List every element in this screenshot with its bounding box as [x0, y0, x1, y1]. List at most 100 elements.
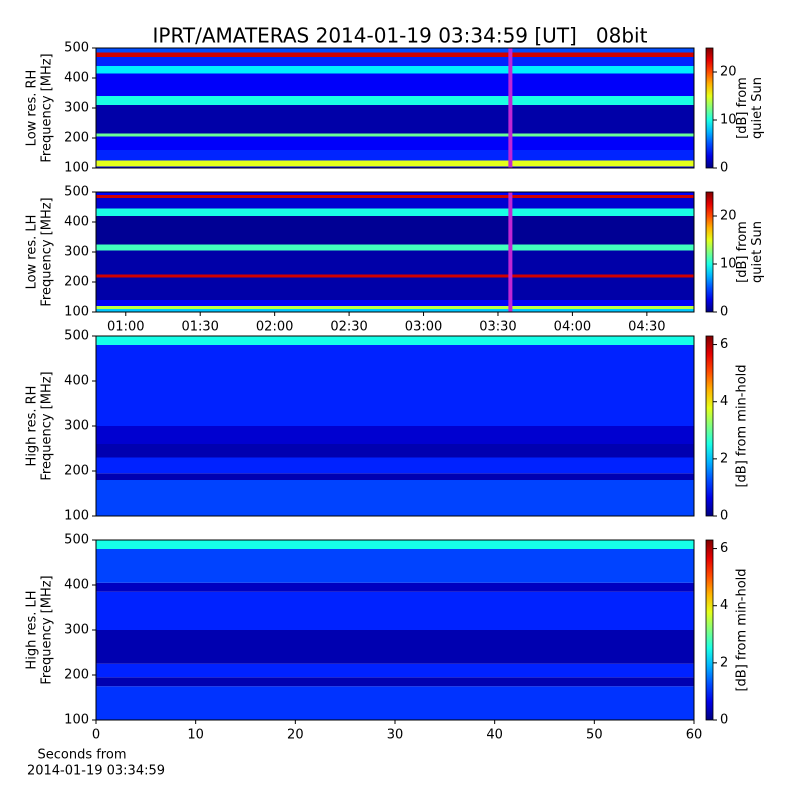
y-axis-label: Frequency [MHz] [40, 53, 55, 162]
y-tick-label: 500 [64, 185, 89, 200]
x-tick-label: 30 [387, 728, 404, 743]
x-tick-label: 10 [187, 728, 204, 743]
heatmap-band [96, 591, 694, 630]
heatmap-band [96, 192, 694, 195]
heatmap-band [96, 150, 694, 161]
heatmap-band [96, 549, 694, 583]
x-tick-label: 20 [287, 728, 304, 743]
colorbar-tick-label: 10 [720, 113, 737, 128]
colorbar-tick-label: 2 [720, 451, 728, 466]
colorbar-label: [dB] from min-hold [735, 568, 750, 691]
heatmap-band [96, 160, 694, 167]
heatmap-band [96, 540, 694, 549]
heatmap-band [96, 300, 694, 306]
heatmap-band [96, 630, 694, 664]
heatmap-band [96, 336, 694, 345]
colorbar-label: [dB] from min-hold [735, 364, 750, 487]
y-tick-label: 100 [64, 305, 89, 320]
time-marker [508, 48, 513, 168]
x-tick-label: 0 [92, 728, 100, 743]
colorbar [705, 335, 714, 517]
heatmap-band [96, 96, 694, 105]
heatmap-band [96, 473, 694, 480]
time-marker [508, 192, 513, 312]
heatmap-band [96, 133, 694, 137]
heatmap-band [96, 66, 694, 74]
colorbar-tick-label: 0 [720, 305, 728, 320]
heatmap-band [96, 166, 694, 168]
colorbar-label: quiet Sun [750, 221, 765, 283]
colorbar-tick-label: 4 [720, 598, 728, 613]
y-tick-label: 300 [64, 623, 89, 638]
heatmap-band [96, 426, 694, 444]
heatmap-band [96, 480, 694, 516]
y-tick-label: 300 [64, 101, 89, 116]
heatmap-band [96, 306, 694, 309]
heatmap-band [96, 105, 694, 134]
colorbar-tick-label: 6 [720, 337, 728, 352]
heatmap-band [96, 274, 694, 278]
x-axis-label: Seconds from [37, 748, 126, 763]
y-tick-label: 200 [64, 464, 89, 479]
heatmap-band [96, 57, 694, 66]
x-tick-label: 02:30 [330, 320, 367, 335]
heatmap-band [96, 444, 694, 458]
x-tick-label: 40 [486, 728, 503, 743]
colorbar-tick-label: 2 [720, 655, 728, 670]
x-tick-label: 03:00 [405, 320, 442, 335]
x-tick-label: 02:00 [256, 320, 293, 335]
colorbar-tick-label: 10 [720, 257, 737, 272]
heatmap-band [96, 663, 694, 678]
heatmap-band [96, 582, 694, 592]
heatmap-band [96, 195, 694, 198]
y-axis-label: Frequency [MHz] [40, 575, 55, 684]
y-tick-label: 400 [64, 71, 89, 86]
colorbar [705, 47, 714, 169]
y-tick-label: 100 [64, 161, 89, 176]
y-tick-label: 500 [64, 329, 89, 344]
y-tick-label: 200 [64, 131, 89, 146]
colorbar-label: [dB] from [735, 77, 750, 139]
y-tick-label: 500 [64, 533, 89, 548]
heatmap-band [96, 244, 694, 251]
x-tick-label: 03:30 [479, 320, 516, 335]
x-axis-label: 2014-01-19 03:34:59 [27, 764, 165, 779]
y-tick-label: 300 [64, 245, 89, 260]
colorbar-label: [dB] from [735, 221, 750, 283]
y-axis-label: High res. RH [25, 386, 40, 467]
colorbar-tick-label: 0 [720, 509, 728, 524]
heatmap-band [96, 309, 694, 312]
heatmap-band [96, 52, 694, 57]
heatmap-band [96, 457, 694, 474]
colorbar-tick-label: 0 [720, 161, 728, 176]
y-tick-label: 400 [64, 215, 89, 230]
x-tick-label: 01:30 [181, 320, 218, 335]
heatmap-band [96, 198, 694, 209]
x-tick-label: 04:30 [628, 320, 665, 335]
heatmap-band [96, 208, 694, 216]
y-axis-label: Frequency [MHz] [40, 371, 55, 480]
y-tick-label: 500 [64, 41, 89, 56]
x-tick-label: 60 [686, 728, 703, 743]
y-tick-label: 100 [64, 713, 89, 728]
heatmap-band [96, 136, 694, 150]
y-tick-label: 300 [64, 419, 89, 434]
colorbar-tick-label: 6 [720, 541, 728, 556]
x-tick-label: 04:00 [554, 320, 591, 335]
figure-title: IPRT/AMATERAS 2014-01-19 03:34:59 [UT] 0… [153, 24, 648, 48]
y-tick-label: 400 [64, 578, 89, 593]
heatmap-band [96, 250, 694, 275]
y-tick-label: 100 [64, 509, 89, 524]
heatmap-band [96, 73, 694, 96]
y-tick-label: 200 [64, 668, 89, 683]
y-axis-label: Low res. RH [25, 70, 40, 147]
y-tick-label: 200 [64, 275, 89, 290]
y-axis-label: High res. LH [25, 590, 40, 669]
heatmap-band [96, 277, 694, 300]
colorbar-tick-label: 20 [720, 209, 737, 224]
heatmap-band [96, 48, 694, 53]
colorbar [705, 191, 714, 313]
colorbar [705, 539, 714, 721]
y-axis-label: Low res. LH [25, 215, 40, 290]
